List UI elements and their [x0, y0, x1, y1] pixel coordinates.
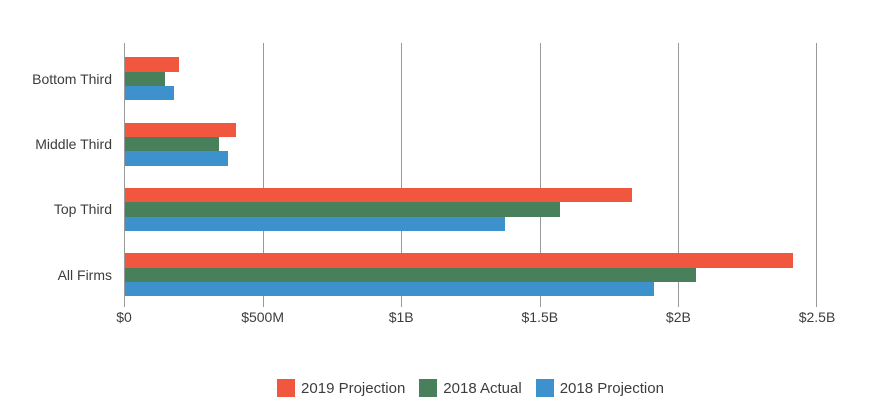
bar-2019-projection-top-third	[125, 187, 633, 203]
bar-2018-actual-all-firms	[125, 267, 697, 282]
category-label-middle-third: Middle Third	[35, 135, 112, 152]
legend-item-2018-actual: 2018 Actual	[419, 379, 522, 397]
bar-2018-actual-top-third	[125, 202, 561, 217]
x-tick-label-1-5b: $1.5B	[521, 309, 559, 325]
legend-item-2019-projection: 2019 Projection	[277, 379, 405, 397]
legend-swatch	[419, 379, 438, 397]
gridline-1b	[401, 43, 403, 307]
bar-2018-actual-middle-third	[125, 136, 220, 152]
bar-2018-projection-bottom-third	[125, 85, 174, 101]
bar-2019-projection-middle-third	[125, 122, 236, 137]
legend-item-2018-projection: 2018 Projection	[535, 379, 664, 397]
category-label-top-third: Top Third	[53, 201, 112, 218]
bar-2019-projection-all-firms	[125, 253, 794, 268]
x-tick-label-2b: $2B	[665, 309, 691, 325]
gridline-1-5b	[539, 43, 541, 307]
bar-2018-projection-middle-third	[125, 151, 228, 166]
gridline-0	[124, 43, 125, 307]
bar-2019-projection-bottom-third	[125, 57, 180, 72]
category-label-all-firms: All Firms	[57, 266, 112, 283]
gridline-2b	[678, 43, 680, 307]
legend: 2019 Projection 2018 Actual 2018 Project…	[124, 379, 817, 397]
legend-swatch	[277, 379, 296, 397]
x-tick-label-500m: $500M	[241, 309, 284, 325]
x-tick-label-2-5b: $2.5B	[798, 309, 836, 325]
x-tick-label-1b: $1B	[388, 309, 414, 325]
category-label-bottom-third: Bottom Third	[32, 70, 112, 87]
legend-swatch	[535, 379, 554, 397]
legend-label: 2018 Actual	[443, 379, 522, 397]
bar-2018-actual-bottom-third	[125, 71, 166, 86]
bar-2018-projection-top-third	[125, 216, 505, 231]
legend-label: 2018 Projection	[559, 379, 664, 397]
legend-label: 2019 Projection	[301, 379, 406, 397]
gridline-500m	[262, 43, 264, 307]
bar-2018-projection-all-firms	[125, 281, 655, 297]
x-tick-label-0: $0	[116, 309, 132, 325]
gridline-2-5b	[816, 43, 817, 307]
plot-area	[124, 43, 817, 307]
